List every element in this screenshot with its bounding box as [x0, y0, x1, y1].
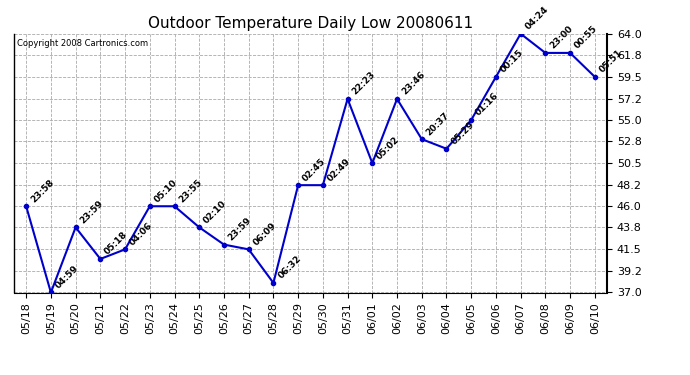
Text: Copyright 2008 Cartronics.com: Copyright 2008 Cartronics.com: [17, 39, 148, 48]
Text: 23:58: 23:58: [29, 177, 56, 204]
Text: 05:10: 05:10: [152, 178, 179, 204]
Text: 06:09: 06:09: [251, 221, 278, 247]
Text: 04:24: 04:24: [524, 5, 550, 32]
Text: 23:55: 23:55: [177, 177, 204, 204]
Text: 04:59: 04:59: [54, 264, 80, 290]
Text: 02:10: 02:10: [202, 199, 228, 225]
Title: Outdoor Temperature Daily Low 20080611: Outdoor Temperature Daily Low 20080611: [148, 16, 473, 31]
Text: 23:59: 23:59: [227, 216, 253, 242]
Text: 05:02: 05:02: [375, 135, 402, 161]
Text: 02:45: 02:45: [301, 156, 328, 183]
Text: 01:16: 01:16: [474, 92, 500, 118]
Text: 23:00: 23:00: [548, 24, 575, 51]
Text: 05:51: 05:51: [598, 48, 624, 75]
Text: 05:29: 05:29: [449, 120, 476, 147]
Text: 06:32: 06:32: [276, 254, 303, 281]
Text: 05:18: 05:18: [103, 230, 130, 257]
Text: 23:46: 23:46: [400, 70, 426, 97]
Text: 04:06: 04:06: [128, 221, 155, 247]
Text: 00:15: 00:15: [499, 48, 525, 75]
Text: 22:23: 22:23: [351, 70, 377, 97]
Text: 00:55: 00:55: [573, 24, 600, 51]
Text: 23:59: 23:59: [79, 198, 105, 225]
Text: 02:49: 02:49: [326, 156, 353, 183]
Text: 20:37: 20:37: [424, 110, 451, 137]
